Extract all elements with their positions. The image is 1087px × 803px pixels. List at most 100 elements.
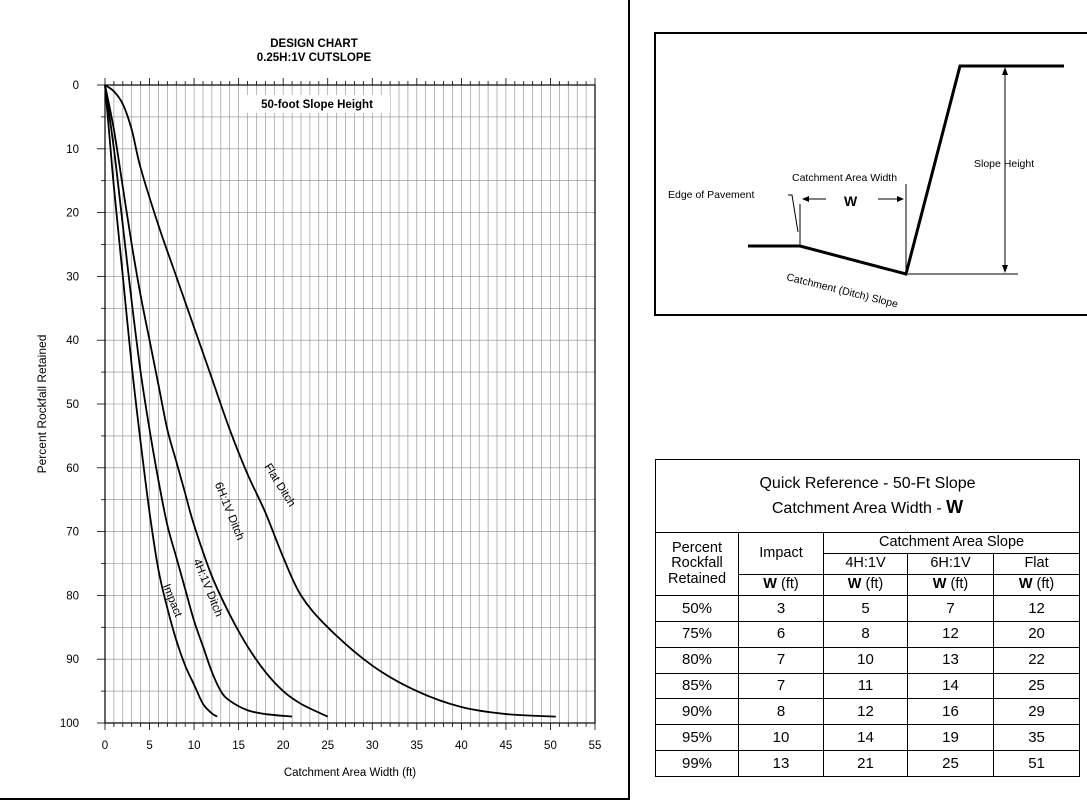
table-row: 85% 7 11 14 25 (655, 672, 1081, 700)
quick-reference-table-wrap: Quick Reference - 50-Ft Slope Catchment … (654, 459, 1081, 777)
header-percent-line1: Percent (672, 540, 722, 557)
series-line-impact (104, 84, 218, 718)
header-percent-line2: Rockfall (671, 555, 723, 572)
series-line-6h-1v-ditch (104, 84, 329, 718)
y-tick-label: 10 (66, 144, 79, 156)
cell: 21 (823, 750, 908, 777)
unit-ft: (ft) (950, 576, 969, 593)
cell: 22 (992, 646, 1081, 674)
table-title-w: W (946, 496, 964, 517)
unit-w: W (847, 576, 862, 593)
cell: 90% (655, 698, 739, 726)
cell: 80% (655, 646, 739, 674)
arrow-up-icon (1002, 67, 1008, 75)
header-4h1v: 4H:1V (823, 553, 908, 575)
arrow-right-icon (897, 196, 904, 202)
unit-w: W (932, 576, 947, 593)
cell: 95% (655, 724, 739, 752)
chart-annotation: 50-foot Slope Height (261, 99, 373, 111)
unit-w: W (763, 576, 777, 593)
cell: 8 (823, 620, 908, 648)
x-tick-label: 20 (277, 740, 290, 752)
catchment-slope-label: Catchment (Ditch) Slope (785, 271, 899, 310)
table-row: 95% 10 14 19 35 (655, 724, 1081, 752)
cell: 3 (738, 595, 824, 622)
unit-ft: (ft) (781, 576, 799, 593)
y-tick-label: 70 (66, 527, 79, 539)
x-tick-label: 45 (500, 740, 513, 752)
cell: 10 (738, 724, 824, 752)
arrow-down-icon (1002, 265, 1008, 273)
cell: 7 (738, 672, 824, 700)
table-title-line1: Quick Reference - 50-Ft Slope (759, 474, 976, 492)
unit-flat: W (ft) (992, 574, 1081, 596)
cell: 50% (655, 595, 739, 622)
design-chart: 0 5 10 15 20 25 30 35 40 45 50 55 0 10 20 30 40 50 60 70 80 9… (35, 38, 602, 779)
x-tick-label: 5 (146, 740, 152, 752)
x-tick-label: 10 (188, 740, 201, 752)
x-tick-label: 40 (455, 740, 468, 752)
series-label-impact: Impact (160, 582, 184, 619)
cell: 85% (655, 672, 739, 700)
annotation-bg (244, 95, 390, 113)
cell: 5 (823, 595, 908, 622)
cell: 12 (823, 698, 908, 726)
y-tick-label: 20 (66, 208, 79, 220)
y-axis-label: Percent Rockfall Retained (35, 335, 49, 474)
table-row: 80% 7 10 13 22 (655, 646, 1081, 674)
cell: 99% (655, 750, 739, 777)
x-tick-label: 50 (544, 740, 557, 752)
cell: 7 (738, 646, 824, 674)
header-6h1v: 6H:1V (907, 553, 994, 575)
catchment-area-width-label: Catchment Area Width (792, 172, 897, 184)
cell: 10 (823, 646, 908, 674)
x-tick-label: 0 (102, 740, 108, 752)
y-tick-label: 60 (66, 463, 79, 475)
x-tick-label: 25 (321, 740, 334, 752)
table-row: 75% 6 8 12 20 (655, 620, 1081, 648)
cell: 29 (992, 698, 1081, 726)
x-tick-label: 30 (366, 740, 379, 752)
x-tick-label: 15 (232, 740, 245, 752)
table-row: 99% 13 21 25 51 (655, 750, 1081, 777)
y-tick-label: 50 (66, 399, 79, 411)
header-catchment-slope: Catchment Area Slope (822, 532, 1081, 554)
cell: 13 (738, 750, 824, 777)
x-axis-label: Catchment Area Width (ft) (284, 767, 416, 779)
table-row: 90% 8 12 16 29 (655, 698, 1081, 726)
edge-of-pavement-label: Edge of Pavement (668, 189, 754, 201)
table-body: 50% 3 5 7 12 75% 6 8 12 20 80% 7 10 13 22 85% 7 11 14 25… (655, 595, 1081, 777)
cell: 75% (655, 620, 739, 648)
slope-height-label: Slope Height (974, 158, 1034, 170)
unit-6h1v: W (ft) (907, 574, 994, 596)
header-impact: Impact (738, 532, 824, 575)
edge-pavement-leader (788, 194, 799, 233)
chart-title: DESIGN CHART (270, 38, 358, 50)
arrow-left-icon (802, 196, 809, 202)
cell: 7 (907, 595, 994, 622)
cell: 14 (907, 672, 994, 700)
cell: 13 (907, 646, 994, 674)
y-tick-label: 30 (66, 271, 79, 283)
unit-w: W (1018, 576, 1033, 593)
slope-diagram-panel: Edge of Pavement Catchment Area Width W … (654, 32, 1087, 316)
cell: 25 (907, 750, 994, 777)
cell: 12 (907, 620, 994, 648)
unit-impact: W (ft) (738, 574, 824, 596)
series-line-4h-1v-ditch (104, 84, 293, 718)
y-tick-label: 100 (60, 718, 79, 730)
table-row: 50% 3 5 7 12 (655, 595, 1081, 622)
header-percent-line3: Retained (667, 570, 727, 587)
series-line-flat-ditch (104, 84, 556, 718)
unit-4h1v: W (ft) (823, 574, 908, 596)
cell: 51 (992, 750, 1081, 777)
header-flat: Flat (992, 553, 1081, 575)
y-tick-label: 0 (73, 80, 79, 92)
x-tick-label: 55 (589, 740, 602, 752)
chart-panel: 0 5 10 15 20 25 30 35 40 45 50 55 0 10 20 30 40 50 60 70 80 9… (0, 0, 630, 800)
cell: 19 (907, 724, 994, 752)
cell: 16 (907, 698, 994, 726)
y-tick-label: 80 (66, 590, 79, 602)
cell: 14 (823, 724, 908, 752)
table-title: Quick Reference - 50-Ft Slope Catchment … (654, 459, 1081, 533)
